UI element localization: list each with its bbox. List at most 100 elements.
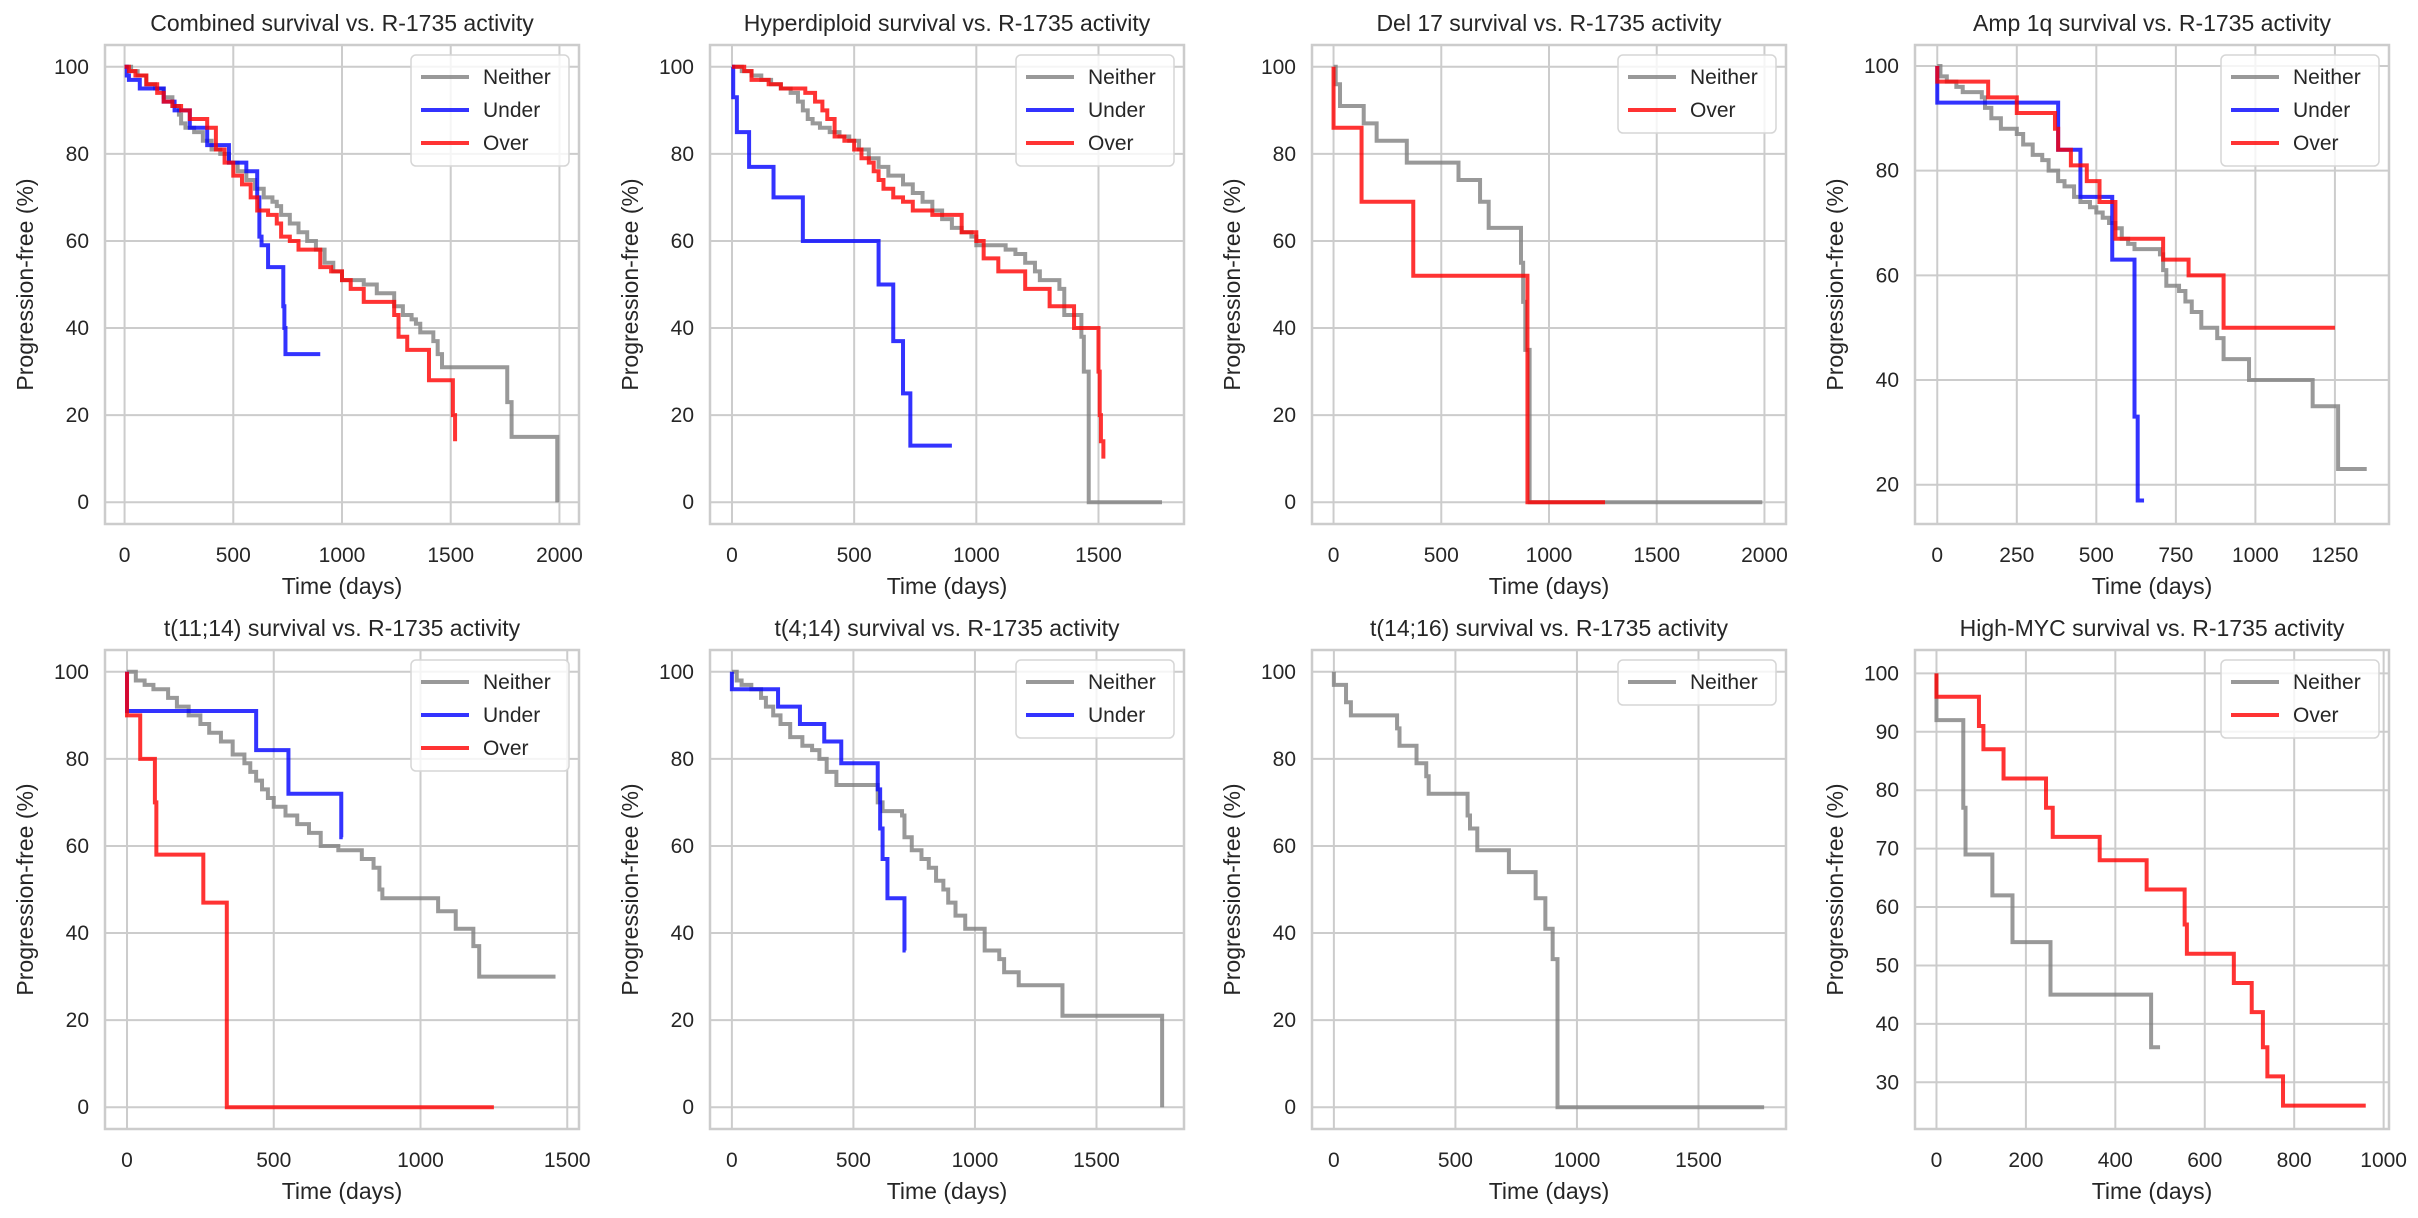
x-tick-label: 600 xyxy=(2187,1149,2222,1172)
chart-title: Hyperdiploid survival vs. R-1735 activit… xyxy=(744,10,1151,36)
y-tick-label: 40 xyxy=(1876,369,1899,392)
y-tick-label: 20 xyxy=(1273,404,1296,427)
x-tick-label: 0 xyxy=(121,1149,133,1172)
series-line-neither xyxy=(1937,63,2367,472)
y-axis-label: Progression-free (%) xyxy=(12,178,38,390)
series-line-under xyxy=(1935,65,2145,503)
legend: Neither Under Over xyxy=(2220,54,2380,167)
legend-label-neither: Neither xyxy=(2293,66,2361,89)
x-tick-label: 1250 xyxy=(2312,544,2359,567)
legend-box xyxy=(1617,659,1777,706)
legend-box xyxy=(1015,659,1175,739)
x-tick-label: 2000 xyxy=(1741,544,1788,567)
legend-box xyxy=(1617,54,1777,134)
x-tick-label: 1000 xyxy=(319,544,366,567)
legend-label-under: Under xyxy=(483,704,540,727)
y-tick-label: 60 xyxy=(66,835,89,858)
chart-panel-1: 0 500 1000 1500 2000 0 20 40 60 80 100 Combined sur… xyxy=(12,10,583,599)
legend-box xyxy=(1015,54,1175,167)
legend: Neither xyxy=(1617,659,1777,706)
series-line-under xyxy=(125,671,344,840)
legend-label-neither: Neither xyxy=(483,671,551,694)
y-tick-label: 0 xyxy=(1284,491,1296,514)
legend: Neither Under xyxy=(1015,659,1175,739)
legend: Neither Under Over xyxy=(1015,54,1175,167)
series-line-over xyxy=(1935,65,2335,330)
y-tick-label: 80 xyxy=(671,748,694,771)
x-axis-label: Time (days) xyxy=(887,573,1008,599)
x-tick-label: 750 xyxy=(2158,544,2193,567)
legend-label-neither: Neither xyxy=(1088,66,1156,89)
x-tick-label: 1000 xyxy=(1554,1149,1601,1172)
series-line-over xyxy=(1331,66,1606,505)
x-tick-label: 1000 xyxy=(2360,1149,2407,1172)
y-tick-label: 60 xyxy=(1273,230,1296,253)
y-tick-label: 90 xyxy=(1876,721,1899,744)
series-line-neither xyxy=(1331,671,1765,1110)
y-tick-label: 60 xyxy=(66,230,89,253)
legend-label-over: Over xyxy=(483,132,529,155)
y-tick-label: 80 xyxy=(1273,143,1296,166)
y-tick-label: 70 xyxy=(1876,838,1899,861)
x-axis-label: Time (days) xyxy=(1489,573,1610,599)
x-tick-label: 0 xyxy=(119,544,131,567)
legend-label-neither: Neither xyxy=(2293,671,2361,694)
chart-title: High-MYC survival vs. R-1735 activity xyxy=(1960,615,2345,641)
x-axis-label: Time (days) xyxy=(282,573,403,599)
y-tick-label: 100 xyxy=(659,661,694,684)
chart-panel-8: 0 200 400 600 800 1000 30 40 50 60 70 80 90 100 High-M… xyxy=(1822,615,2407,1204)
x-tick-label: 500 xyxy=(1438,1149,1473,1172)
series-line-neither xyxy=(1934,673,2161,1050)
series-line-neither xyxy=(127,669,556,979)
x-tick-label: 1000 xyxy=(2232,544,2279,567)
chart-title: Combined survival vs. R-1735 activity xyxy=(150,10,534,36)
x-tick-label: 500 xyxy=(2079,544,2114,567)
y-tick-label: 0 xyxy=(1284,1096,1296,1119)
y-tick-label: 60 xyxy=(671,835,694,858)
y-tick-label: 100 xyxy=(1261,661,1296,684)
series-line-over xyxy=(125,671,494,1110)
series-line-over xyxy=(124,64,458,442)
legend-label-over: Over xyxy=(1690,99,1736,122)
y-axis-label: Progression-free (%) xyxy=(617,178,643,390)
y-tick-label: 40 xyxy=(66,317,89,340)
y-tick-label: 20 xyxy=(1876,474,1899,497)
series-line-over xyxy=(1934,673,2366,1108)
y-tick-label: 60 xyxy=(1876,264,1899,287)
series-line-under xyxy=(729,671,907,953)
y-tick-label: 50 xyxy=(1876,954,1899,977)
x-tick-label: 1000 xyxy=(1526,544,1573,567)
x-tick-label: 0 xyxy=(1931,1149,1943,1172)
y-tick-label: 60 xyxy=(671,230,694,253)
legend-label-under: Under xyxy=(483,99,540,122)
series-line-neither xyxy=(731,669,1165,1108)
y-tick-label: 40 xyxy=(1273,317,1296,340)
y-tick-label: 100 xyxy=(54,56,89,79)
y-tick-label: 100 xyxy=(54,661,89,684)
x-axis-label: Time (days) xyxy=(2092,1178,2213,1204)
x-tick-label: 250 xyxy=(1999,544,2034,567)
y-tick-label: 40 xyxy=(66,922,89,945)
y-tick-label: 80 xyxy=(671,143,694,166)
legend-label-under: Under xyxy=(1088,704,1145,727)
x-tick-label: 1000 xyxy=(952,1149,999,1172)
x-axis-label: Time (days) xyxy=(2092,573,2213,599)
chart-panel-5: 0 500 1000 1500 0 20 40 60 80 100 t(11;14) surviva… xyxy=(12,615,591,1204)
x-tick-label: 1500 xyxy=(1075,544,1122,567)
x-tick-label: 1500 xyxy=(427,544,474,567)
x-tick-label: 500 xyxy=(216,544,251,567)
y-tick-label: 20 xyxy=(671,1009,694,1032)
x-tick-label: 400 xyxy=(2098,1149,2133,1172)
legend-label-over: Over xyxy=(2293,132,2339,155)
y-axis-label: Progression-free (%) xyxy=(12,783,38,995)
legend-box xyxy=(2220,54,2380,167)
y-tick-label: 80 xyxy=(66,748,89,771)
chart-title: t(11;14) survival vs. R-1735 activity xyxy=(164,615,521,641)
x-tick-label: 1500 xyxy=(1073,1149,1120,1172)
y-tick-label: 0 xyxy=(682,1096,694,1119)
chart-title: t(14;16) survival vs. R-1735 activity xyxy=(1370,615,1728,641)
chart-title: Amp 1q survival vs. R-1735 activity xyxy=(1973,10,2331,36)
x-tick-label: 0 xyxy=(1328,1149,1340,1172)
legend-label-neither: Neither xyxy=(1690,66,1758,89)
